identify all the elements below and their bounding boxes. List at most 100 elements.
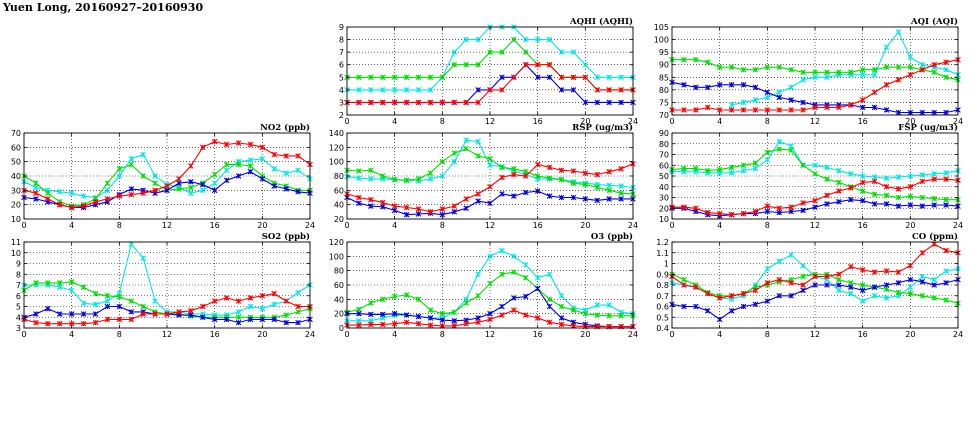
data-point-blue [919,278,926,285]
data-point-green [740,162,747,169]
data-point-red [859,267,866,273]
data-point-green [546,296,553,303]
chart-panel-co: 0 4 8 12 16 20 24 0.4 0.50.6 0.7 0.8 0.91 1.1 1.2 CO (… [656,231,963,339]
x-tick-label: 12 [162,330,172,339]
x-tick-label: 12 [810,117,820,126]
chart-panel-aqi: 0 4 8 12 16 20 24 70 75 80 85 90 95 100 105 AQI (AQI) [654,16,963,126]
y-tick-label: 5 [16,303,21,312]
data-point-red [56,320,63,327]
x-tick-label: 12 [810,221,820,230]
data-point-blue [356,200,362,207]
data-point-blue [883,282,890,288]
data-point-green [836,276,842,283]
data-point-blue [812,204,818,210]
data-point-green [883,64,890,71]
data-point-red [140,311,146,317]
data-point-red [534,161,541,168]
data-point-red [223,295,230,301]
data-point-blue [546,193,553,199]
data-point-red [247,141,254,148]
data-point-green [439,310,446,317]
data-point-blue [211,187,218,194]
data-point-green [704,167,711,174]
data-point-cyan [895,174,902,180]
data-point-blue [415,313,422,320]
y-tick-label: 20 [11,201,21,210]
data-point-green [883,192,890,199]
data-point-red [943,176,949,183]
data-point-red [764,280,771,286]
data-point-blue [931,282,937,288]
data-point-green [776,146,783,152]
data-point-blue [824,282,830,288]
data-point-red [283,298,289,304]
data-point-blue [415,211,422,217]
data-point-blue [379,311,386,318]
data-point-cyan [247,303,254,310]
data-point-blue [800,99,806,106]
data-point-red [475,319,481,326]
x-tick-label: 20 [580,221,590,230]
data-point-green [499,271,505,278]
data-point-green [188,184,194,191]
x-tick-label: 12 [162,221,172,230]
y-tick-label: 70 [11,129,21,138]
data-point-red [199,303,206,310]
data-point-blue [356,310,362,317]
data-point-blue [883,201,890,207]
data-point-blue [740,82,747,88]
data-point-blue [895,280,902,286]
data-point-red [439,99,446,106]
x-tick-label: 12 [810,330,820,339]
data-point-green [800,162,806,169]
data-point-cyan [463,36,469,43]
data-point-red [235,140,242,146]
data-point-blue [295,319,301,326]
data-point-blue [558,315,565,321]
data-point-red [368,196,374,203]
data-point-blue [716,82,723,88]
chart-panel-aqhi: 0 4 8 12 16 20 24 2 3 4 5 6 7 8 9 AQHI (AQHI) [339,16,638,126]
data-point-cyan [427,176,434,182]
y-tick-label: 30 [659,194,669,203]
data-point-green [140,173,146,179]
data-point-blue [558,87,565,93]
data-point-cyan [439,173,446,179]
x-tick-label: 16 [858,117,868,126]
data-point-cyan [606,182,612,189]
data-point-cyan [859,298,866,304]
data-point-blue [764,298,771,304]
data-point-cyan [546,36,553,43]
data-point-blue [704,84,711,91]
data-point-blue [800,207,806,214]
data-point-blue [56,311,63,317]
data-point-green [356,168,362,174]
data-point-blue [594,197,601,204]
data-point-blue [931,202,937,208]
data-point-red [907,183,914,190]
x-tick-label: 8 [440,221,445,230]
y-tick-label: 60 [659,161,669,170]
data-point-red [235,298,242,304]
data-point-blue [871,201,878,207]
data-point-cyan [594,302,601,308]
data-point-red [188,163,194,169]
data-point-green [295,309,301,315]
data-point-green [104,292,111,299]
data-point-blue [104,303,111,310]
data-point-red [534,315,541,321]
data-point-blue [943,109,949,116]
data-point-green [871,191,878,198]
data-point-green [403,74,410,81]
data-point-blue [776,292,783,299]
data-point-red [594,87,601,93]
data-point-cyan [116,173,123,179]
data-point-red [943,247,949,254]
y-tick-label: 40 [334,295,344,304]
data-point-green [463,300,469,306]
chart-title: AQHI (AQHI) [569,16,633,27]
data-point-cyan [152,173,158,179]
data-point-green [919,292,926,299]
x-tick-label: 16 [533,330,543,339]
